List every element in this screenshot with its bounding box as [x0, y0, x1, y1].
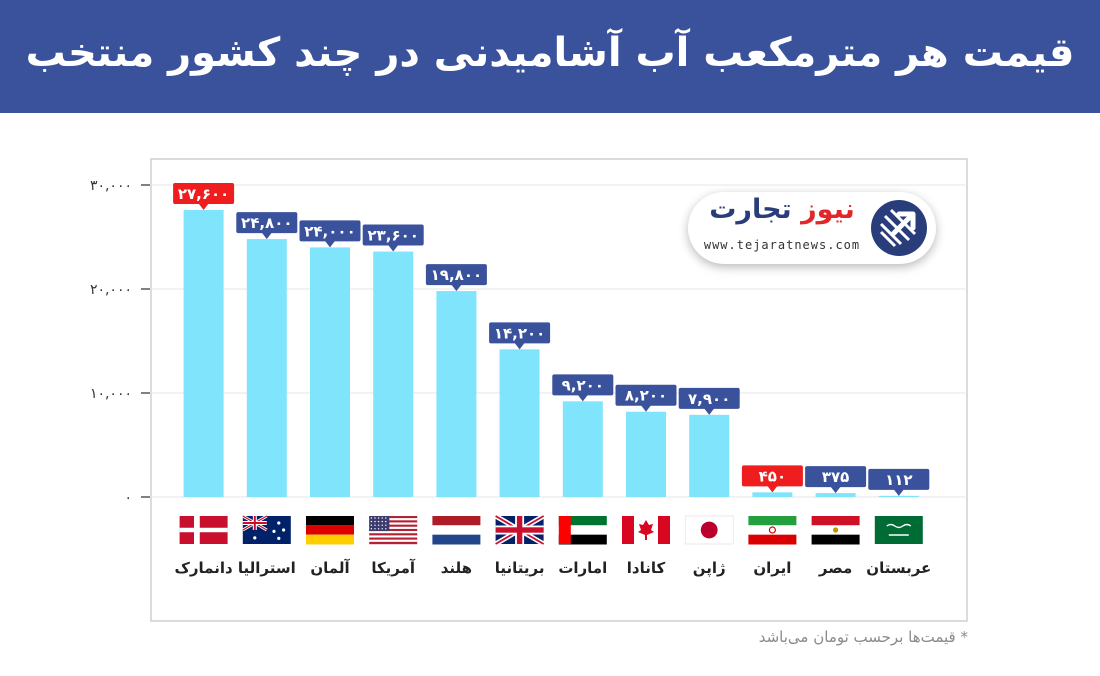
logo-name-part1: تجارت [709, 194, 792, 225]
value-label-bg [741, 465, 803, 487]
bar-group: ۹,۲۰۰ امارات [552, 374, 614, 577]
germany-flag-icon [306, 516, 354, 545]
page-title: قیمت هر مترمکعب آب آشامیدنی در چند کشور … [25, 29, 1075, 76]
uae-flag-icon [558, 516, 607, 545]
category-label: ژاپن [693, 559, 726, 578]
japan-flag-icon [684, 515, 734, 545]
bar-group: ۱۹,۸۰۰ هلند [425, 264, 487, 577]
value-label: ۲۴,۸۰۰ [241, 214, 292, 232]
bar-group: ۱۴,۲۰۰ بریتانیا [489, 322, 551, 577]
value-label-pointer [451, 284, 462, 292]
category-label: هلند [441, 559, 472, 577]
y-tick-label: ۲۰,۰۰۰ [90, 282, 132, 298]
header-banner: قیمت هر مترمکعب آب آشامیدنی در چند کشور … [0, 0, 1100, 113]
value-label-bg [173, 182, 235, 204]
value-label-bg [615, 384, 677, 406]
value-label: ۹,۲۰۰ [562, 376, 604, 394]
bar [183, 209, 224, 497]
logo-name-part2: نیوز [801, 194, 855, 225]
category-label: ایران [753, 559, 791, 577]
value-label-pointer [641, 405, 651, 412]
value-label: ۱۱۲ [885, 471, 912, 489]
value-label: ۱۹,۸۰۰ [431, 266, 482, 284]
value-label-pointer [704, 408, 715, 415]
bar-group: ۸,۲۰۰ کانادا [615, 384, 677, 577]
y-tick-label: ۳۰,۰۰۰ [90, 178, 132, 194]
value-label: ۲۷,۶۰۰ [178, 185, 229, 203]
y-tick-label: ۰ [124, 490, 132, 506]
bar [878, 495, 919, 497]
category-label: مصر [818, 559, 852, 577]
value-label-pointer [514, 342, 525, 350]
bar [436, 291, 477, 497]
value-label-bg [236, 212, 298, 234]
value-label-bg [552, 374, 614, 396]
bar [815, 493, 856, 497]
category-label: آمریکا [371, 559, 416, 577]
bar [562, 401, 603, 497]
bar [373, 251, 414, 497]
value-label-bg [678, 387, 740, 409]
category-label: استرالیا [238, 559, 296, 577]
bar-group: ۷,۹۰۰ ژاپن [678, 387, 740, 578]
category-label: کانادا [627, 559, 666, 577]
tejaratnews-logo-icon [871, 200, 927, 256]
value-label-pointer [198, 203, 209, 210]
australia-flag-icon [242, 514, 291, 544]
tejaratnews-logo: نیوز تجارت www.tejaratnews.com [688, 192, 936, 264]
value-label: ۸,۲۰۰ [625, 387, 667, 405]
bar [752, 492, 793, 497]
denmark-flag-icon [179, 516, 228, 544]
bar [246, 239, 287, 497]
bar-group: ۴۵۰ ایران [741, 465, 803, 577]
value-label: ۷,۹۰۰ [688, 390, 730, 408]
logo-url: www.tejaratnews.com [703, 238, 861, 252]
value-label-bg [362, 224, 424, 246]
bar-group: ۲۴,۰۰۰ آلمان [299, 220, 361, 577]
saudi-arabia-flag-icon [874, 516, 923, 544]
value-label-pointer [893, 489, 904, 496]
category-label: بریتانیا [495, 559, 545, 577]
netherlands-flag-icon [432, 516, 481, 545]
egypt-flag-icon [811, 516, 860, 545]
value-label-bg [868, 468, 930, 490]
value-label-pointer [325, 240, 335, 248]
category-label: دانمارک [175, 559, 233, 577]
bar [689, 414, 730, 497]
value-label: ۱۴,۲۰۰ [494, 324, 545, 342]
value-label-pointer [577, 394, 588, 402]
value-label-pointer [830, 486, 841, 494]
value-label-pointer [767, 485, 778, 493]
bar-group: ۲۷,۶۰۰ دانمارک [173, 182, 235, 577]
bar [499, 349, 540, 497]
bar [310, 247, 350, 497]
footnote: * قیمت‌ها برحسب تومان می‌باشد [758, 628, 968, 646]
category-label: عربستان [866, 559, 931, 577]
iran-flag-icon [748, 516, 797, 545]
category-label: امارات [558, 559, 607, 577]
bar-group: ۲۴,۸۰۰ استرالیا [236, 212, 298, 577]
bar-group: ۱۱۲ عربستان [866, 468, 931, 577]
bar-group: ۲۳,۶۰۰ آمریکا [362, 224, 424, 577]
value-label-pointer [261, 232, 272, 240]
value-label-bg [299, 220, 361, 242]
canada-flag-icon [622, 516, 670, 544]
value-label: ۲۴,۰۰۰ [304, 222, 355, 240]
value-label: ۲۳,۶۰۰ [367, 227, 418, 245]
bar [626, 411, 666, 497]
logo-name: نیوز تجارت [696, 194, 868, 225]
value-label-bg [425, 264, 487, 286]
uk-flag-icon [494, 513, 545, 547]
y-tick-label: ۱۰,۰۰۰ [90, 386, 132, 402]
value-label-pointer [388, 245, 399, 252]
value-label: ۴۵۰ [759, 467, 786, 485]
usa-flag-icon [369, 516, 418, 545]
chart-frame [150, 158, 968, 622]
value-label-bg [805, 466, 867, 488]
bar-group: ۳۷۵ مصر [805, 466, 867, 577]
value-label-bg [489, 322, 551, 344]
category-label: آلمان [310, 559, 350, 577]
value-label: ۳۷۵ [822, 468, 849, 486]
